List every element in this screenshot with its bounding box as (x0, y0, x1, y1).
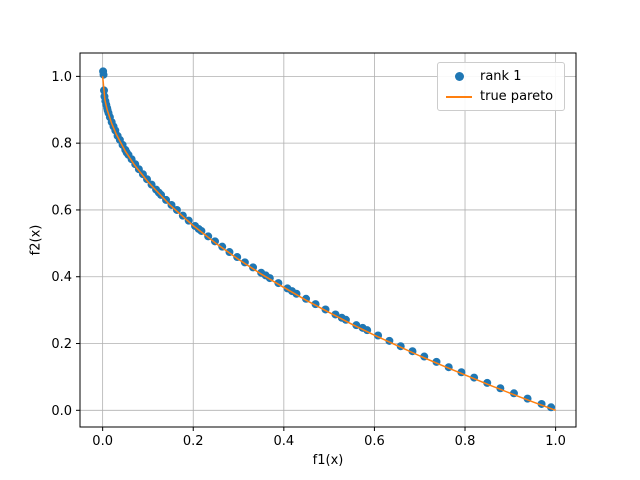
tick-marks (76, 75, 557, 431)
legend-label-true-pareto: true pareto (480, 89, 554, 104)
y-tick-label: 0.8 (51, 137, 72, 152)
legend-label-rank-1: rank 1 (480, 69, 522, 84)
scatter-point (99, 70, 108, 79)
scatter-point (167, 200, 176, 209)
x-tick-label: 1.0 (545, 434, 566, 449)
series-scatter-rank-1 (99, 67, 556, 412)
tick-labels: 0.0 0.2 0.4 0.6 0.8 1.0 0.0 0.2 0.4 0.6 0.8 1.0 (51, 70, 566, 449)
y-tick-label: 1.0 (51, 70, 72, 85)
x-tick-label: 0.6 (364, 434, 385, 449)
x-axis-label: f1(x) (312, 453, 344, 468)
y-tick-label: 0.0 (51, 404, 72, 419)
x-tick-label: 0.0 (92, 434, 113, 449)
legend-entry-true-pareto: true pareto (446, 88, 556, 105)
y-tick-label: 0.6 (51, 203, 72, 218)
line-marker-icon (446, 95, 472, 98)
y-axis-label: f2(x) (28, 224, 44, 256)
y-tick-label: 0.4 (51, 270, 72, 285)
legend: rank 1 true pareto (437, 62, 565, 111)
scatter-point (172, 205, 181, 214)
legend-entry-rank-1: rank 1 (446, 68, 556, 85)
scatter-marker-icon (454, 72, 464, 81)
legend-handle (446, 72, 472, 81)
x-tick-label: 0.4 (273, 434, 294, 449)
grid-lines (80, 53, 576, 427)
x-tick-label: 0.2 (183, 434, 204, 449)
series-line-true-pareto (101, 76, 556, 412)
axes-frame (79, 52, 577, 428)
x-tick-label: 0.8 (455, 434, 476, 449)
y-tick-label: 0.2 (51, 337, 72, 352)
legend-handle (446, 95, 472, 98)
